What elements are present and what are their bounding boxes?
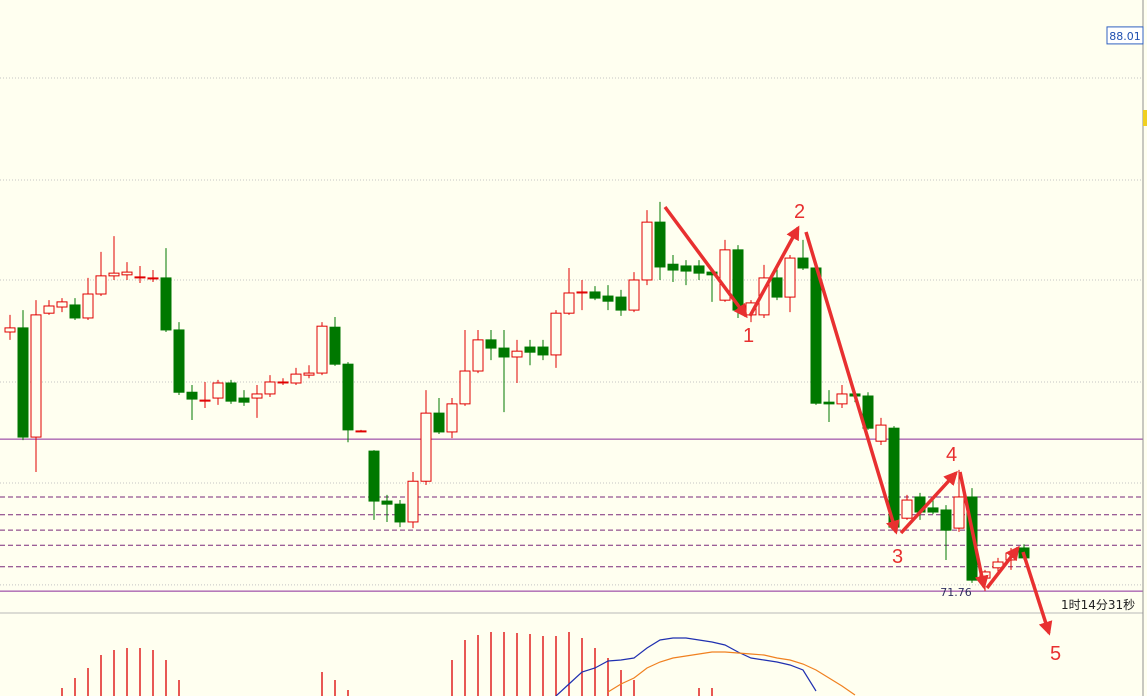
candle-body	[693, 265, 705, 274]
candle-body	[615, 296, 627, 311]
candle-body	[797, 257, 809, 269]
candle-body	[511, 350, 523, 358]
candle-body	[121, 271, 133, 276]
candle-body	[953, 496, 965, 529]
candle-body	[95, 275, 107, 295]
candle-body	[550, 312, 562, 356]
candle-body	[199, 399, 211, 402]
candle-body	[563, 292, 575, 314]
candle-body	[238, 397, 250, 403]
candle-body	[823, 401, 835, 405]
candle-body	[251, 393, 263, 399]
candle-body	[30, 314, 42, 438]
candle-body	[160, 277, 172, 331]
wave-label: 1	[743, 325, 754, 347]
wave-label: 2	[794, 201, 805, 223]
candle-body	[810, 267, 822, 404]
candle-body	[641, 221, 653, 281]
candle-body	[277, 381, 289, 384]
indicator-line	[555, 637, 817, 696]
arrow	[804, 231, 900, 535]
candle-body	[17, 327, 29, 438]
candle-body	[108, 272, 120, 277]
price-tag: 88.01	[1109, 30, 1141, 43]
indicator-line	[607, 651, 856, 696]
candle-body	[472, 339, 484, 372]
candle-body	[381, 500, 393, 505]
edge-marker	[1143, 110, 1147, 126]
price-tag-box	[1106, 26, 1144, 45]
candle-body	[576, 291, 588, 294]
candle-body	[368, 450, 380, 502]
arrow	[985, 545, 1020, 590]
candle-body	[485, 339, 497, 349]
wave-label: 5	[1050, 643, 1061, 665]
candle-body	[316, 325, 328, 374]
wave-label: 3	[892, 546, 903, 568]
candle-body	[56, 301, 68, 308]
candle-body	[225, 382, 237, 402]
candle-body	[602, 295, 614, 302]
candle-body	[940, 509, 952, 531]
candle-body	[134, 276, 146, 279]
candle-body	[628, 279, 640, 311]
arrow	[1021, 551, 1053, 636]
candle-body	[875, 424, 887, 442]
countdown: 1时14分31秒	[1061, 598, 1135, 612]
candle-body	[43, 305, 55, 314]
candle-body	[420, 412, 432, 482]
candle-body	[433, 412, 445, 433]
candle-body	[537, 346, 549, 356]
candle-body	[784, 257, 796, 298]
levels	[0, 77, 1143, 592]
candle-body	[446, 403, 458, 433]
candle-body	[654, 221, 666, 268]
candle-body	[862, 395, 874, 429]
wave-label: 4	[946, 444, 957, 466]
candle-body	[719, 249, 731, 301]
candles	[4, 201, 1030, 592]
candle-body	[355, 430, 367, 433]
candle-body	[173, 329, 185, 393]
candle-body	[771, 277, 783, 298]
candle-body	[69, 304, 81, 319]
candle-body	[147, 277, 159, 280]
candle-body	[82, 293, 94, 319]
candle-body	[589, 291, 601, 299]
candle-body	[407, 480, 419, 523]
candle-body	[290, 373, 302, 384]
candle-body	[4, 327, 16, 333]
candle-body	[186, 391, 198, 400]
indicator-panel	[61, 632, 856, 696]
candle-body	[680, 265, 692, 272]
candle-body	[212, 382, 224, 399]
candle-body	[667, 263, 679, 271]
wave-arrows	[663, 205, 1053, 636]
candle-body	[524, 346, 536, 353]
arrow	[958, 471, 989, 590]
arrow	[899, 470, 958, 535]
candle-body	[394, 503, 406, 523]
candle-body	[498, 347, 510, 358]
candle-body	[927, 507, 939, 513]
candle-body	[303, 372, 315, 376]
candle-body	[342, 363, 354, 431]
candle-body	[966, 496, 978, 581]
candle-body	[264, 381, 276, 395]
arrow	[663, 205, 748, 319]
candle-body	[901, 499, 913, 519]
candle-body	[836, 393, 848, 405]
price-tag: 71.76	[940, 586, 972, 599]
arrow	[748, 225, 800, 317]
candle-body	[329, 326, 341, 365]
candle-body	[459, 370, 471, 405]
